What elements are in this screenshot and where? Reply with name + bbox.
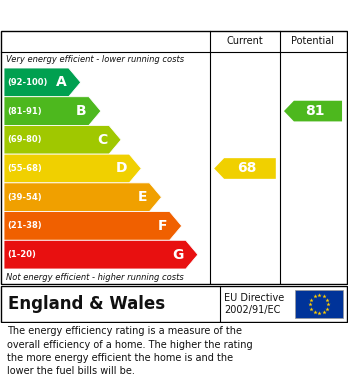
Text: 68: 68 [237, 161, 257, 176]
Text: A: A [56, 75, 66, 90]
Text: Very energy efficient - lower running costs: Very energy efficient - lower running co… [6, 56, 184, 65]
Text: Current: Current [227, 36, 263, 46]
Text: The energy efficiency rating is a measure of the
overall efficiency of a home. T: The energy efficiency rating is a measur… [7, 326, 253, 376]
Polygon shape [4, 68, 81, 97]
Text: Not energy efficient - higher running costs: Not energy efficient - higher running co… [6, 273, 184, 282]
Text: G: G [172, 248, 184, 262]
Bar [295, 290, 343, 318]
Text: (55-68): (55-68) [7, 164, 42, 173]
Text: F: F [158, 219, 168, 233]
Polygon shape [4, 240, 198, 269]
Text: Energy Efficiency Rating: Energy Efficiency Rating [9, 7, 219, 23]
Polygon shape [4, 97, 101, 126]
Polygon shape [4, 126, 121, 154]
Polygon shape [4, 212, 182, 240]
Text: (92-100): (92-100) [7, 78, 47, 87]
Text: Potential: Potential [292, 36, 334, 46]
Text: E: E [138, 190, 148, 204]
Text: England & Wales: England & Wales [8, 295, 165, 313]
Polygon shape [4, 154, 141, 183]
Polygon shape [214, 158, 276, 179]
Text: (21-38): (21-38) [7, 221, 42, 230]
Text: (1-20): (1-20) [7, 250, 36, 259]
Text: (69-80): (69-80) [7, 135, 41, 144]
Polygon shape [284, 101, 342, 122]
Text: C: C [97, 133, 107, 147]
Text: B: B [76, 104, 87, 118]
Text: 81: 81 [305, 104, 325, 118]
Text: (39-54): (39-54) [7, 193, 42, 202]
Text: D: D [116, 161, 127, 176]
Text: EU Directive
2002/91/EC: EU Directive 2002/91/EC [224, 293, 284, 315]
Text: (81-91): (81-91) [7, 107, 42, 116]
Polygon shape [4, 183, 161, 212]
